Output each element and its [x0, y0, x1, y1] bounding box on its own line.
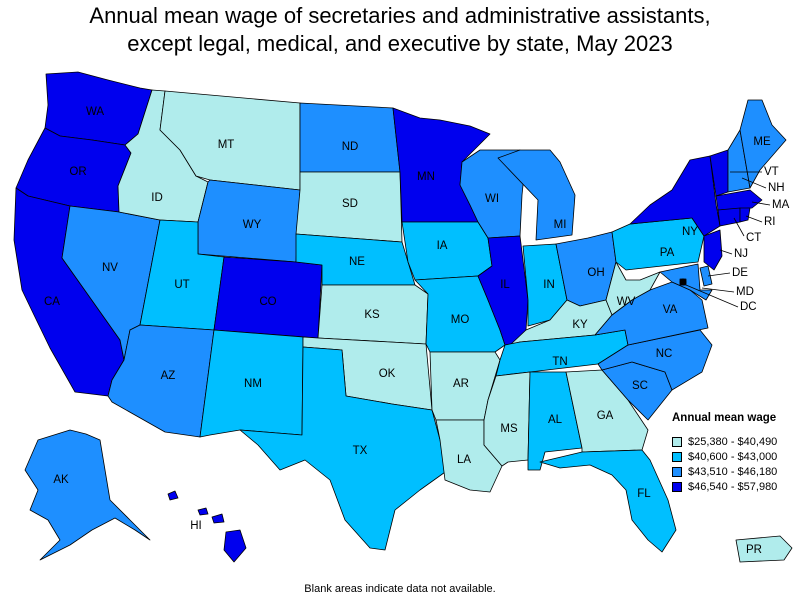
state-ak[interactable]: [24, 429, 151, 561]
state-nd[interactable]: [299, 102, 401, 173]
state-label-al: AL: [548, 414, 563, 426]
state-label-nm: NM: [244, 378, 262, 390]
legend-label: $46,540 - $57,980: [688, 480, 778, 493]
state-me[interactable]: [739, 99, 787, 189]
state-hi[interactable]: [167, 490, 247, 563]
legend-label: $25,380 - $40,490: [688, 435, 778, 448]
legend-item: $43,510 - $46,180: [672, 464, 777, 479]
state-label-md: MD: [736, 286, 754, 298]
state-label-ut: UT: [174, 279, 189, 291]
state-label-id: ID: [151, 192, 163, 204]
state-label-nv: NV: [102, 262, 118, 274]
state-tx[interactable]: [239, 346, 449, 551]
state-fl[interactable]: [539, 449, 677, 553]
state-label-va: VA: [663, 304, 678, 316]
legend-label: $40,600 - $43,000: [688, 450, 778, 463]
state-label-ma: MA: [772, 199, 790, 211]
state-label-ne: NE: [349, 256, 365, 268]
state-label-ny: NY: [682, 226, 698, 238]
legend-swatch: [672, 481, 682, 492]
state-ma[interactable]: [715, 189, 763, 211]
state-label-fl: FL: [637, 488, 651, 500]
state-label-co: CO: [259, 296, 276, 308]
state-ri[interactable]: [739, 207, 751, 223]
state-label-ky: KY: [572, 319, 588, 331]
state-pr[interactable]: [735, 535, 793, 563]
state-label-oh: OH: [587, 267, 604, 279]
state-label-sc: SC: [632, 380, 648, 392]
legend-swatch: [672, 436, 682, 447]
state-label-ms: MS: [500, 423, 518, 435]
state-de[interactable]: [699, 265, 713, 287]
legend-label: $43,510 - $46,180: [688, 465, 778, 478]
state-label-ct: CT: [746, 232, 761, 244]
state-label-il: IL: [500, 279, 510, 291]
state-label-nh: NH: [768, 182, 785, 194]
state-mi[interactable]: [497, 149, 576, 241]
state-label-ok: OK: [379, 368, 396, 380]
map-title-line-1: Annual mean wage of secretaries and admi…: [89, 3, 711, 28]
legend-item: $46,540 - $57,980: [672, 479, 777, 494]
state-label-dc: DC: [740, 301, 757, 313]
state-label-wy: WY: [243, 219, 262, 231]
legend-swatch: [672, 451, 682, 462]
state-label-mo: MO: [451, 314, 470, 326]
state-label-ia: IA: [437, 240, 448, 252]
legend-item: $40,600 - $43,000: [672, 449, 777, 464]
footnote: Blank areas indicate data not available.: [304, 583, 496, 595]
legend-title: Annual mean wage: [672, 412, 777, 424]
state-ny[interactable]: [629, 155, 721, 237]
state-label-az: AZ: [161, 370, 176, 382]
leader-lines: [685, 171, 771, 308]
state-label-nc: NC: [656, 348, 673, 360]
state-label-me: ME: [753, 136, 771, 148]
state-label-ri: RI: [764, 216, 776, 228]
state-label-sd: SD: [342, 198, 358, 210]
map-title: Annual mean wage of secretaries and admi…: [0, 2, 800, 58]
map-title-line-2: except legal, medical, and executive by …: [127, 31, 673, 56]
state-label-mn: MN: [417, 171, 435, 183]
state-label-ga: GA: [597, 410, 614, 422]
legend-swatch: [672, 466, 682, 477]
state-nj[interactable]: [703, 229, 723, 271]
state-label-pr: PR: [746, 544, 762, 556]
state-label-nd: ND: [342, 141, 359, 153]
state-label-mt: MT: [218, 139, 235, 151]
state-label-in: IN: [543, 279, 555, 291]
state-label-wa: WA: [86, 106, 104, 118]
state-label-tx: TX: [353, 445, 368, 457]
state-label-nj: NJ: [734, 248, 748, 260]
state-label-hi: HI: [190, 520, 202, 532]
state-label-ca: CA: [44, 296, 60, 308]
state-label-ak: AK: [53, 474, 69, 486]
state-label-pa: PA: [660, 247, 675, 259]
state-label-tn: TN: [552, 356, 567, 368]
state-labels: WA OR CA NV ID MT WY UT AZ CO NM ND SD N…: [44, 106, 790, 556]
state-label-de: DE: [732, 267, 748, 279]
legend-item: $25,380 - $40,490: [672, 434, 777, 449]
state-label-mi: MI: [554, 219, 567, 231]
legend: Annual mean wage $25,380 - $40,490 $40,6…: [672, 412, 777, 494]
state-label-or: OR: [69, 166, 86, 178]
state-label-vt: VT: [764, 166, 779, 178]
state-label-wv: WV: [617, 296, 636, 308]
state-label-wi: WI: [485, 193, 499, 205]
state-label-ks: KS: [364, 309, 380, 321]
state-co[interactable]: [213, 256, 323, 339]
dc-marker: [679, 278, 687, 286]
state-label-la: LA: [457, 454, 471, 466]
state-label-ar: AR: [453, 378, 469, 390]
